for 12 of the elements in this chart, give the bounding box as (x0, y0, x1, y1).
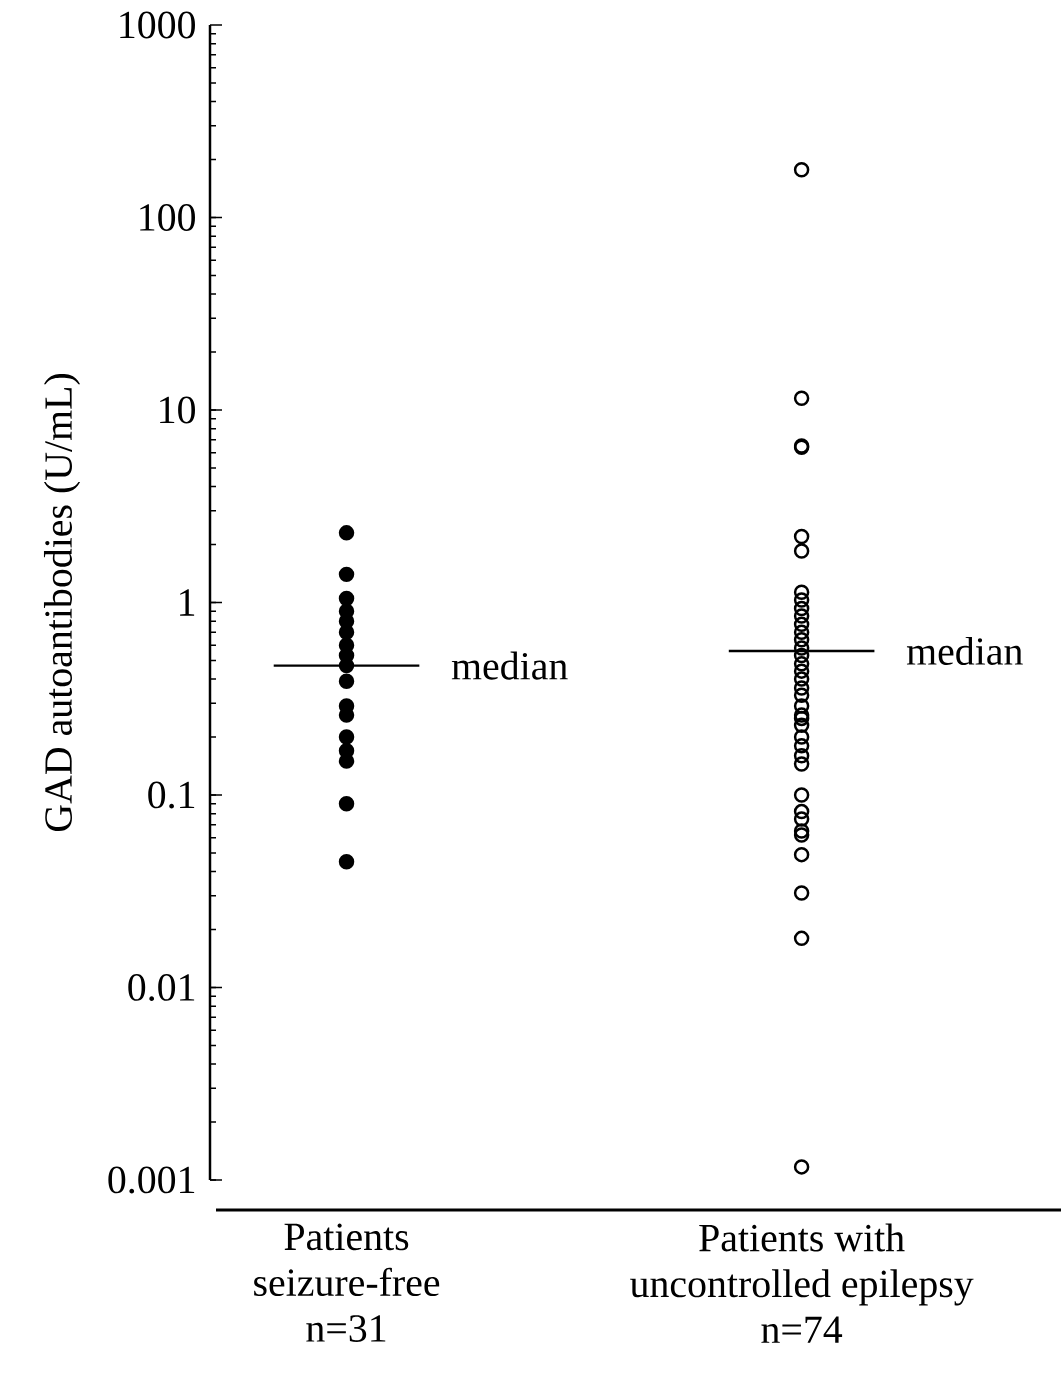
annotation: median (906, 636, 1023, 665)
y-tick-label: 0.001 (108, 1166, 195, 1194)
x-tick-label: Patients seizure-free n=31 (254, 1223, 440, 1342)
y-axis-title: GAD autoantibodies (U/mL) (43, 374, 81, 832)
y-tick-label: 0.1 (148, 781, 195, 809)
y-tick-label: 1 (180, 589, 195, 616)
y-tick-label: 100 (140, 204, 195, 231)
y-tick-label: 10 (160, 396, 195, 424)
annotation: median (451, 651, 568, 680)
x-tick-label: Patients with uncontrolled epilepsy n=74 (630, 1223, 974, 1343)
y-tick-label: 1000 (120, 11, 195, 39)
y-tick-label: 0.01 (128, 973, 195, 1002)
